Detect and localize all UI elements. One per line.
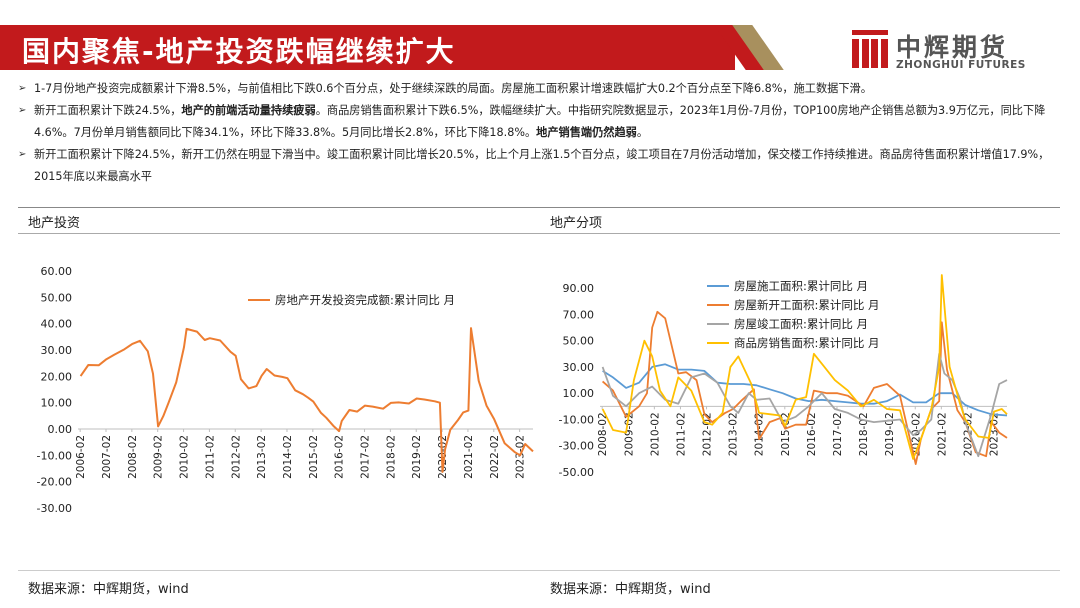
legend-label: 商品房销售面积:累计同比 月 <box>734 336 880 350</box>
x-tick-label: 2015-02 <box>308 435 320 479</box>
x-tick-label: 2008-02 <box>127 435 139 479</box>
x-tick-label: 2022-02 <box>489 435 501 479</box>
section-divider-top <box>18 207 1060 208</box>
y-tick-label: -30.00 <box>559 440 594 453</box>
summary-bullet: ➢ 新开工面积累计下跌24.5%，地产的前端活动量持续疲弱。商品房销售面积累计下跌… <box>18 100 1068 144</box>
x-tick-label: 2017-02 <box>360 435 372 479</box>
x-tick-label: 2013-02 <box>728 412 740 456</box>
bullet-arrow-icon: ➢ <box>18 83 27 94</box>
section-divider-mid <box>18 233 1060 234</box>
series-line <box>602 310 1008 466</box>
legend-label: 房屋施工面积:累计同比 月 <box>734 279 868 293</box>
y-tick-label: 60.00 <box>41 265 73 278</box>
y-tick-label: 10.00 <box>563 387 595 400</box>
logo-mark-icon <box>852 30 888 68</box>
y-tick-label: -20.00 <box>37 476 72 489</box>
x-tick-label: 2021-02 <box>936 412 948 456</box>
series-line <box>601 274 1008 460</box>
header-red-band <box>0 25 735 70</box>
y-tick-label: 70.00 <box>563 308 595 321</box>
y-tick-label: 90.00 <box>563 282 595 295</box>
bullet-text: 新开工面积累计下降24.5%，新开工仍然在明显下滑当中。竣工面积累计同比增长20… <box>34 148 1050 183</box>
y-tick-label: 40.00 <box>41 318 73 331</box>
company-logo: 中辉期货 ZHONGHUI FUTURES <box>852 28 1042 72</box>
series-line <box>601 352 1008 458</box>
bullet-text: 1-7月份地产投资完成额累计下滑8.5%，与前值相比下跌0.6个百分点，处于继续… <box>34 82 872 95</box>
bullet-text: 。商品房销售面积累计下跌6.5%，跌幅继续扩大。中指研究院数据显示，2023年1… <box>34 104 1046 139</box>
subitems-chart: 90.00 70.00 50.00 30.00 10.00 -10.00 -30.00 -50… <box>559 274 1008 479</box>
summary-bullets: ➢ 1-7月份地产投资完成额累计下滑8.5%，与前值相比下跌0.6个百分点，处于继… <box>18 78 1068 188</box>
x-tick-label: 2008-02 <box>597 412 609 456</box>
x-tick-label: 2017-02 <box>832 412 844 456</box>
y-tick-label: 50.00 <box>41 291 73 304</box>
bullet-emphasis: 地产的前端活动量持续疲弱 <box>181 104 316 117</box>
x-tick-label: 2009-02 <box>623 412 635 456</box>
summary-bullet: ➢ 1-7月份地产投资完成额累计下滑8.5%，与前值相比下跌0.6个百分点，处于继… <box>18 78 1068 100</box>
y-tick-label: -10.00 <box>37 449 72 462</box>
x-tick-label: 2011-02 <box>675 412 687 456</box>
x-tick-label: 2014-02 <box>754 412 766 456</box>
legend-label: 房屋竣工面积:累计同比 月 <box>734 317 868 331</box>
x-tick-label: 2021-02 <box>463 435 475 479</box>
bullet-arrow-icon: ➢ <box>18 105 27 116</box>
y-tick-label: -10.00 <box>559 413 594 426</box>
x-tick-label: 2019-02 <box>884 412 896 456</box>
y-tick-label: 30.00 <box>41 344 73 357</box>
y-tick-label: 30.00 <box>563 361 595 374</box>
y-tick-label: 20.00 <box>41 370 73 383</box>
bullet-text: 新开工面积累计下跌24.5%， <box>34 104 182 117</box>
bullet-emphasis: 地产销售端仍然趋弱 <box>536 126 637 139</box>
x-tick-label: 2006-02 <box>75 435 87 479</box>
y-tick-label: 10.00 <box>41 397 73 410</box>
right-panel-title: 地产分项 <box>550 216 603 231</box>
x-tick-label: 2016-02 <box>334 435 346 479</box>
series-line <box>79 327 534 473</box>
x-tick-label: 2018-02 <box>385 435 397 479</box>
bullet-arrow-icon: ➢ <box>18 149 27 160</box>
x-tick-label: 2011-02 <box>204 435 216 479</box>
x-tick-label: 2016-02 <box>806 412 818 456</box>
header-bar: 国内聚焦-地产投资跌幅继续扩大 中辉期货 ZHONGHUI FUTURES <box>0 0 1080 75</box>
x-tick-label: 2010-02 <box>179 435 191 479</box>
right-source-note: 数据来源：中辉期货，wind <box>550 582 711 597</box>
investment-chart: 60.00 50.00 40.00 30.00 20.00 10.00 0.00 -10.00… <box>37 265 534 515</box>
y-tick-label: -50.00 <box>559 466 594 479</box>
footer-divider <box>18 570 1060 571</box>
x-tick-label: 2007-02 <box>101 435 113 479</box>
x-tick-label: 2013-02 <box>256 435 268 479</box>
logo-text-en: ZHONGHUI FUTURES <box>896 59 1026 71</box>
x-tick-label: 2009-02 <box>153 435 165 479</box>
y-tick-label: -30.00 <box>37 502 72 515</box>
bullet-text: 。 <box>636 126 649 139</box>
legend-label: 房地产开发投资完成额:累计同比 月 <box>275 293 455 307</box>
page-title: 国内聚焦-地产投资跌幅继续扩大 <box>22 35 456 68</box>
summary-bullet: ➢ 新开工面积累计下降24.5%，新开工仍然在明显下滑当中。竣工面积累计同比增长2… <box>18 144 1068 188</box>
x-tick-label: 2023-02 <box>515 435 527 479</box>
left-panel-title: 地产投资 <box>28 216 81 231</box>
y-tick-label: 50.00 <box>563 335 595 348</box>
x-tick-label: 2014-02 <box>282 435 294 479</box>
x-tick-label: 2019-02 <box>411 435 423 479</box>
legend-label: 房屋新开工面积:累计同比 月 <box>734 298 880 312</box>
series-line <box>602 363 1008 417</box>
x-tick-label: 2010-02 <box>649 412 661 456</box>
x-tick-label: 2012-02 <box>230 435 242 479</box>
logo-text-cn: 中辉期货 <box>896 33 1009 62</box>
x-tick-label: 2018-02 <box>858 412 870 456</box>
left-source-note: 数据来源：中辉期货，wind <box>28 582 189 597</box>
y-tick-label: 0.00 <box>48 423 73 436</box>
